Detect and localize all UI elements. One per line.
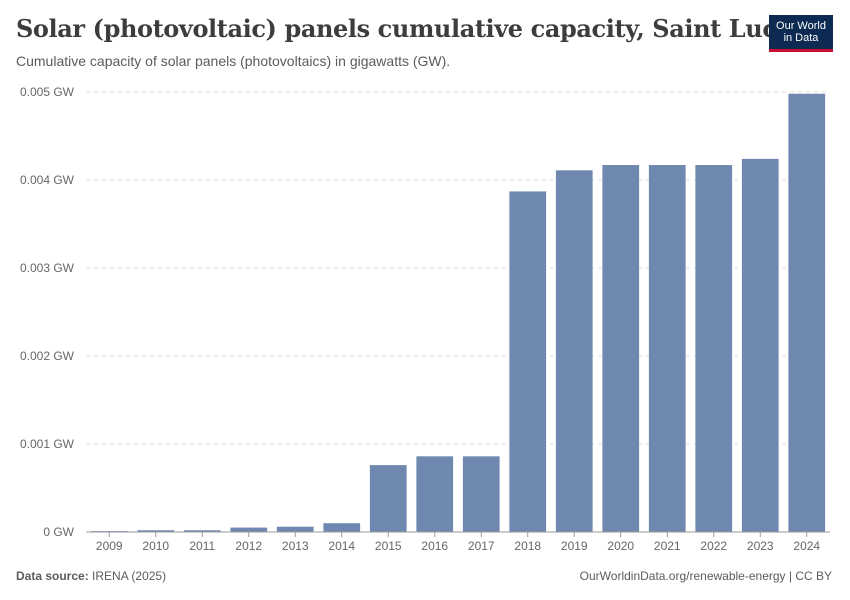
bar-2010[interactable] [137, 530, 175, 532]
x-tick-label: 2024 [793, 539, 820, 553]
logo-text-line2: in Data [783, 32, 819, 44]
data-source-value[interactable]: IRENA (2025) [92, 569, 167, 583]
bar-layer [90, 93, 826, 533]
bar-2021[interactable] [648, 165, 686, 533]
chart-title: Solar (photovoltaic) panels cumulative c… [16, 14, 801, 43]
x-tick-label: 2016 [421, 539, 448, 553]
bar-2013[interactable] [276, 526, 314, 532]
bar-2023[interactable] [741, 158, 779, 532]
x-tick-label: 2013 [282, 539, 309, 553]
bar-2024[interactable] [788, 93, 826, 532]
x-tick-label: 2020 [607, 539, 634, 553]
x-tick-label: 2014 [328, 539, 355, 553]
axis-layer: 0 GW 0.001 GW 0.002 GW 0.003 GW 0.004 GW 0.00… [20, 85, 830, 553]
bar-2011[interactable] [183, 530, 221, 532]
bar-2019[interactable] [555, 170, 593, 532]
x-tick-label: 2012 [235, 539, 262, 553]
y-tick-label: 0.002 GW [20, 349, 75, 363]
chart-subtitle: Cumulative capacity of solar panels (pho… [16, 53, 451, 69]
x-tick-label: 2009 [96, 539, 123, 553]
x-tick-label: 2023 [747, 539, 774, 553]
y-tick-label: 0.005 GW [20, 85, 75, 99]
y-tick-label: 0 GW [43, 525, 74, 539]
bar-2020[interactable] [602, 165, 640, 533]
bar-2015[interactable] [369, 465, 407, 532]
x-tick-label: 2017 [468, 539, 495, 553]
y-tick-label: 0.001 GW [20, 437, 75, 451]
bar-2014[interactable] [323, 523, 361, 532]
x-tick-label: 2019 [561, 539, 588, 553]
bar-2016[interactable] [416, 456, 454, 532]
bar-2012[interactable] [230, 527, 268, 532]
y-tick-label: 0.004 GW [20, 173, 75, 187]
x-tick-label: 2011 [189, 539, 215, 553]
bar-2017[interactable] [462, 456, 500, 532]
x-tick-label: 2022 [700, 539, 727, 553]
data-source: Data source: IRENA (2025) [16, 569, 166, 583]
data-source-label: Data source: [16, 569, 89, 583]
footer-link[interactable]: OurWorldinData.org/renewable-energy | CC… [579, 569, 832, 583]
bar-2022[interactable] [695, 165, 733, 533]
x-tick-label: 2010 [142, 539, 169, 553]
x-tick-label: 2018 [514, 539, 541, 553]
y-tick-label: 0.003 GW [20, 261, 75, 275]
owid-logo[interactable]: Our World in Data [769, 15, 833, 52]
bar-2018[interactable] [509, 191, 547, 532]
x-tick-label: 2015 [375, 539, 402, 553]
logo-text-line1: Our World [776, 20, 826, 32]
x-tick-label: 2021 [654, 539, 681, 553]
